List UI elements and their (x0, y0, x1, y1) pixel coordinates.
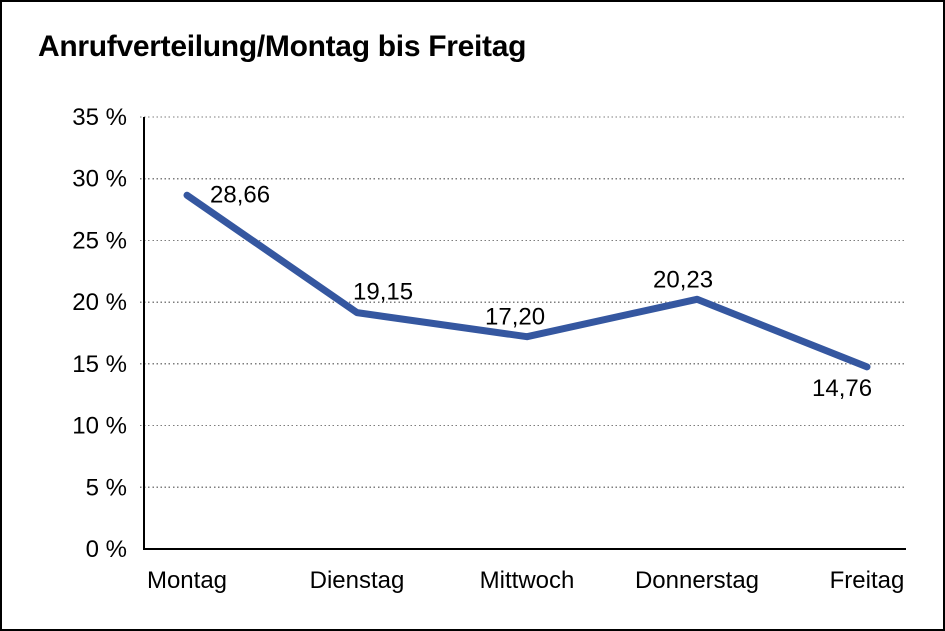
x-axis-label: Mittwoch (480, 567, 575, 594)
data-point-label: 19,15 (353, 279, 413, 306)
y-tick-label: 0 % (86, 536, 127, 563)
y-tick-label: 20 % (72, 289, 127, 316)
y-tick-label: 25 % (72, 227, 127, 254)
data-point-label: 28,66 (210, 181, 270, 208)
y-tick-label: 5 % (86, 474, 127, 501)
data-point-label: 20,23 (653, 266, 713, 293)
x-axis-label: Freitag (830, 567, 905, 594)
x-axis-label: Donnerstag (635, 567, 759, 594)
y-tick-label: 30 % (72, 166, 127, 193)
data-point-label: 17,20 (485, 304, 545, 331)
y-tick-label: 35 % (72, 104, 127, 131)
x-axis-label: Dienstag (310, 567, 405, 594)
chart-title: Anrufverteilung/Montag bis Freitag (38, 30, 527, 63)
y-tick-label: 15 % (72, 351, 127, 378)
data-line (183, 191, 871, 371)
y-tick-label: 10 % (72, 413, 127, 440)
data-point-label: 14,76 (812, 375, 872, 402)
x-axis-label: Montag (147, 567, 227, 594)
